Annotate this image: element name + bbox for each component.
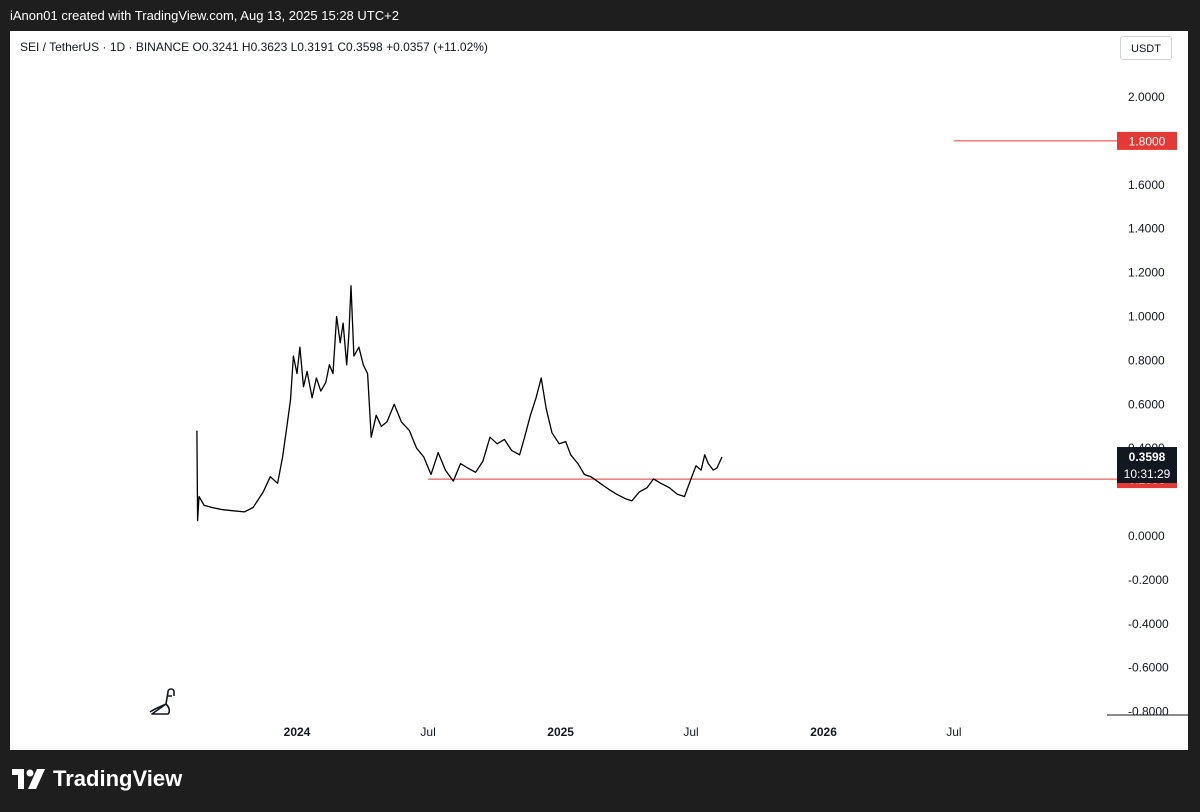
legend-symbol: SEI / TetherUS · 1D · BINANCE	[20, 40, 190, 54]
price-series-line[interactable]	[196, 285, 723, 522]
level-price-tag	[1117, 131, 1177, 150]
x-tick-label: Jul	[420, 725, 435, 739]
dino-icon	[149, 688, 175, 715]
brand[interactable]: TradingView	[12, 766, 182, 792]
last-price-tag	[1117, 447, 1177, 484]
legend-low: L0.3191	[290, 40, 335, 54]
y-tick-label: 0.0000	[1128, 529, 1165, 543]
y-tick-label: 1.2000	[1128, 266, 1165, 280]
y-tick-label: 0.6000	[1128, 397, 1165, 411]
credit-text: iAnon01 created with TradingView.com, Au…	[10, 8, 399, 23]
x-tick-label: 2026	[810, 725, 837, 739]
y-tick-label: -0.4000	[1128, 617, 1169, 631]
x-tick-label: Jul	[946, 725, 961, 739]
y-tick-label: 1.0000	[1128, 310, 1165, 324]
currency-selector[interactable]: USDT	[1120, 36, 1172, 60]
y-tick-label: -0.2000	[1128, 573, 1169, 587]
price-chart[interactable]: 2.0000 1.6000 1.4000 1.2000 1.0000 0.8000 0.60…	[10, 31, 1188, 750]
bar-countdown-label: 10:31:29	[1124, 467, 1171, 481]
y-tick-label: -0.6000	[1128, 661, 1169, 675]
brand-name: TradingView	[53, 766, 183, 791]
tradingview-logo-icon	[12, 769, 45, 789]
y-tick-label: 1.6000	[1128, 178, 1165, 192]
x-tick-label: 2025	[547, 725, 574, 739]
y-tick-label: 0.8000	[1128, 353, 1165, 367]
x-tick-label: Jul	[683, 725, 698, 739]
x-tick-label: 2024	[284, 725, 311, 739]
y-tick-label: 1.4000	[1128, 222, 1165, 236]
legend-change: +0.0357 (+11.02%)	[386, 40, 488, 54]
footer: TradingView	[0, 750, 1200, 812]
y-tick-label: 2.0000	[1128, 90, 1165, 104]
last-price-label: 0.3598	[1129, 450, 1166, 464]
chart-area[interactable]: 2.0000 1.6000 1.4000 1.2000 1.0000 0.8000 0.60…	[10, 31, 1188, 750]
y-tick-label: -0.8000	[1128, 705, 1169, 719]
legend-close: C0.3598	[337, 40, 383, 54]
legend-open: O0.3241	[192, 40, 239, 54]
level-price-label: 1.8000	[1129, 134, 1166, 148]
symbol-legend: SEI / TetherUS · 1D · BINANCE O0.3241 H0…	[20, 40, 488, 54]
legend-high: H0.3623	[241, 40, 288, 54]
credit-bar: iAnon01 created with TradingView.com, Au…	[0, 0, 1200, 31]
